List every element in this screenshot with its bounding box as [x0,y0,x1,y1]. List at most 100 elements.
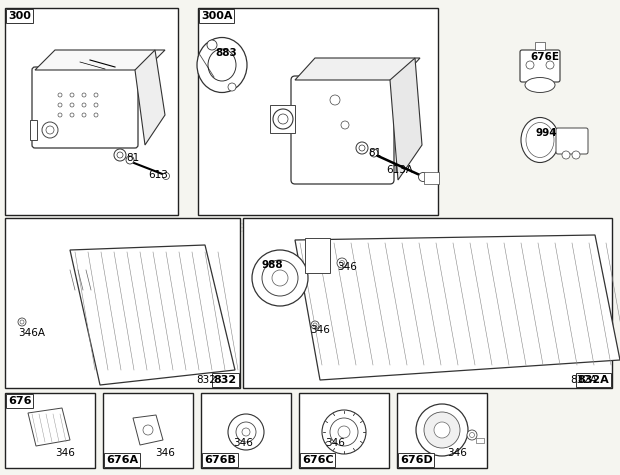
Text: eReplacementParts.com: eReplacementParts.com [216,220,404,235]
Ellipse shape [526,123,554,158]
Text: 300: 300 [8,11,31,21]
Circle shape [42,122,58,138]
Circle shape [562,151,570,159]
Text: 346: 346 [337,262,357,272]
Polygon shape [295,58,420,80]
Circle shape [338,426,350,438]
Text: 613: 613 [148,170,168,180]
Text: 832A: 832A [577,375,609,385]
Text: 883: 883 [215,48,237,58]
Circle shape [114,149,126,161]
Text: 676D: 676D [400,455,433,465]
FancyBboxPatch shape [556,128,588,154]
Bar [299,393,389,468]
Polygon shape [295,235,620,380]
Bar [535,42,545,50]
Circle shape [424,412,460,448]
Text: 346A: 346A [18,328,45,338]
Circle shape [418,172,428,181]
FancyBboxPatch shape [32,67,138,148]
Text: 994: 994 [535,128,557,138]
Text: 346: 346 [310,325,330,335]
Bar [201,393,291,468]
Circle shape [70,93,74,97]
Circle shape [18,318,26,326]
Circle shape [94,103,98,107]
Circle shape [278,114,288,124]
Circle shape [434,422,450,438]
Bar [5,218,240,388]
Text: 832: 832 [196,375,216,385]
Bar [243,218,612,388]
Text: 676A: 676A [106,455,138,465]
Text: 300A: 300A [201,11,232,21]
Circle shape [341,121,349,129]
Text: 988: 988 [262,260,283,270]
Circle shape [330,95,340,105]
Circle shape [340,260,345,266]
Text: 346: 346 [155,448,175,458]
FancyBboxPatch shape [520,50,560,82]
Ellipse shape [521,117,559,162]
Text: 832: 832 [214,375,237,385]
Circle shape [58,103,62,107]
Text: 81: 81 [368,148,381,158]
Text: 346: 346 [233,438,253,448]
Bar [5,393,95,468]
Bar [270,105,295,133]
Circle shape [311,321,319,329]
Circle shape [228,414,264,450]
Circle shape [143,425,153,435]
Circle shape [313,323,317,327]
Circle shape [467,430,477,440]
Circle shape [94,93,98,97]
Circle shape [242,428,250,436]
Circle shape [82,93,86,97]
Circle shape [58,113,62,117]
Circle shape [337,258,347,268]
Text: 832A: 832A [570,375,597,385]
Circle shape [236,422,256,442]
Text: 676C: 676C [302,455,334,465]
FancyBboxPatch shape [291,76,394,184]
Polygon shape [135,50,165,145]
Polygon shape [70,245,235,385]
Bar [397,393,487,468]
Text: 613A: 613A [386,165,413,175]
Bar [198,8,438,215]
Circle shape [82,103,86,107]
Circle shape [330,418,358,446]
Circle shape [94,113,98,117]
Text: 676: 676 [8,396,32,406]
Bar [305,238,330,273]
Circle shape [322,410,366,454]
Circle shape [572,151,580,159]
Text: 346: 346 [447,448,467,458]
Polygon shape [390,58,422,180]
Circle shape [370,149,378,157]
Circle shape [526,61,534,69]
Circle shape [356,142,368,154]
Text: 676E: 676E [530,52,559,62]
Circle shape [70,113,74,117]
Circle shape [252,250,308,306]
Circle shape [162,172,169,180]
Polygon shape [133,415,163,445]
Circle shape [82,113,86,117]
Circle shape [46,126,54,134]
Bar [103,393,193,468]
Circle shape [359,145,365,151]
Ellipse shape [208,49,236,81]
Circle shape [58,93,62,97]
Circle shape [117,152,123,158]
Bar [476,438,484,443]
Circle shape [273,109,293,129]
Text: 346: 346 [325,438,345,448]
Circle shape [546,61,554,69]
Text: 346: 346 [55,448,75,458]
Text: 81: 81 [126,153,140,163]
Circle shape [70,103,74,107]
Polygon shape [28,408,70,446]
Polygon shape [35,50,165,70]
Circle shape [207,40,217,50]
